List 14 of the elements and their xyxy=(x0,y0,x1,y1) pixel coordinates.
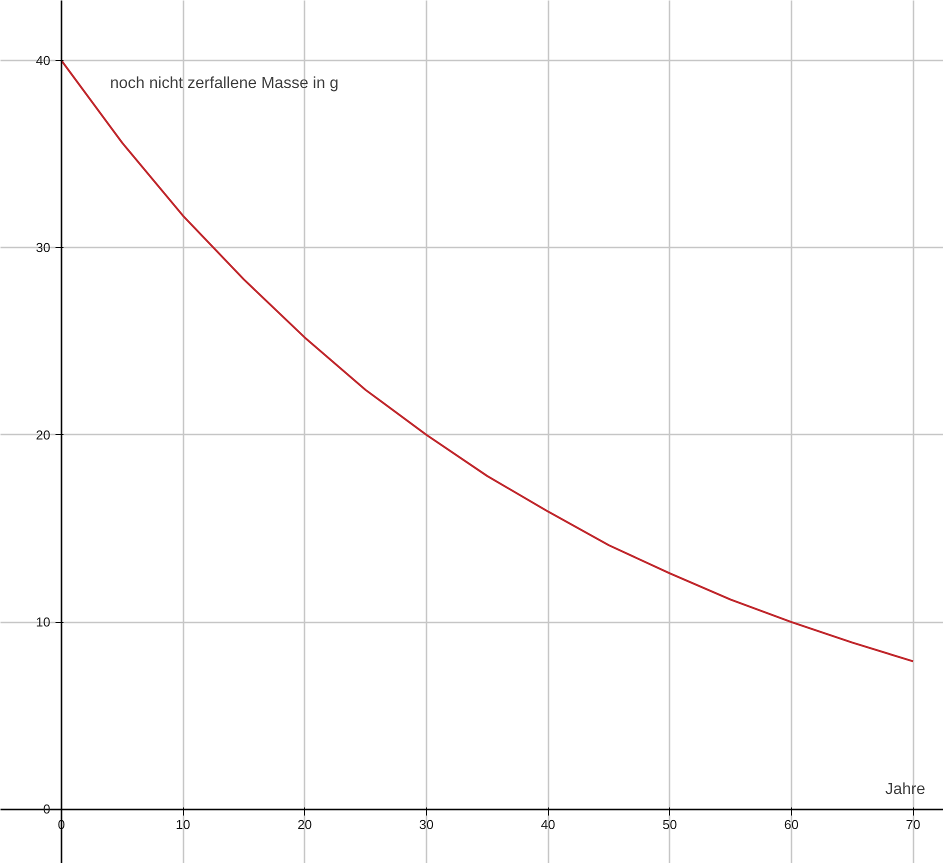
x-tick-label: 30 xyxy=(419,817,434,832)
y-tick-label: 20 xyxy=(36,427,50,442)
x-tick-label: 60 xyxy=(784,817,799,832)
x-axis-title: Jahre xyxy=(885,780,926,798)
y-tick-label: 40 xyxy=(36,52,50,68)
y-tick-label: 30 xyxy=(36,240,50,256)
x-tick-label: 20 xyxy=(297,817,312,832)
y-tick-label: 10 xyxy=(36,614,50,630)
line-series xyxy=(60,59,914,662)
x-tick-label: 50 xyxy=(662,817,677,832)
x-tick-label: 10 xyxy=(176,817,190,832)
y-axis-title: noch nicht zerfallene Masse in g xyxy=(110,75,339,92)
x-tick-label: 70 xyxy=(906,817,920,832)
x-tick-label: 40 xyxy=(540,817,556,832)
